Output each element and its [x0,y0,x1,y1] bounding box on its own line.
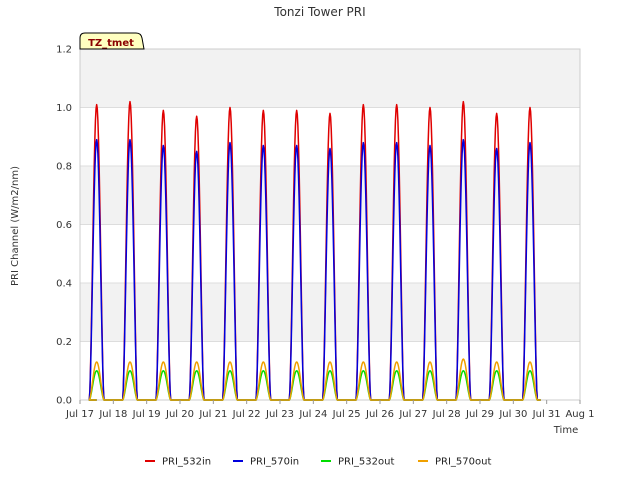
y-tick-label: 0.2 [56,337,72,348]
x-tick-label: Jul 22 [232,409,261,420]
y-axis-ticks: 0.0 0.2 0.4 0.6 0.8 1.0 1.2 [56,45,72,407]
y-tick-label: 0.0 [56,396,72,407]
x-tick-label: Jul 27 [398,409,427,420]
legend-label: PRI_570in [250,457,299,468]
y-tick-label: 0.6 [56,220,72,231]
legend-label: PRI_532out [338,457,394,468]
x-tick-label: Jul 21 [198,409,227,420]
plot-frame [79,48,581,401]
background-band [80,166,580,225]
chart-title: Tonzi Tower PRI [273,5,365,19]
x-tick-label: Jul 25 [332,409,361,420]
x-tick-label: Jul 26 [365,409,394,420]
y-tick-label: 0.8 [56,162,72,173]
x-axis-label: Time [553,425,578,436]
y-axis-label: PRI Channel (W/m2/nm) [10,166,21,286]
site-badge: TZ_tmet [79,32,145,50]
background-band [80,283,580,342]
y-tick-label: 1.2 [56,45,72,56]
legend-label: PRI_570out [435,457,491,468]
y-tick-label: 0.4 [56,279,72,290]
legend: PRI_532in PRI_570in PRI_532out PRI_570out [145,457,491,468]
x-tick-label: Jul 28 [432,409,461,420]
badge-background [79,32,145,50]
x-tick-label: Jul 30 [498,409,527,420]
x-tick-label: Jul 19 [132,409,161,420]
x-tick-label: Jul 20 [165,409,194,420]
x-tick-label: Jul 23 [265,409,294,420]
x-tick-label: Jul 18 [98,409,127,420]
y-tick-label: 1.0 [56,103,72,114]
background-band [80,49,580,108]
x-tick-label: Jul 29 [465,409,494,420]
background-bands [80,49,580,342]
series-lines [88,100,541,401]
legend-label: PRI_532in [162,457,211,468]
x-tick-label: Jul 17 [65,409,94,420]
x-axis-ticks: Jul 17 Jul 18 Jul 19 Jul 20 Jul 21 Jul 22 Jul … [65,400,595,420]
x-tick-label: Jul 31 [532,409,561,420]
badge-label: TZ_tmet [88,38,134,49]
x-tick-label: Aug 1 [565,409,594,420]
x-tick-label: Jul 24 [298,409,327,420]
